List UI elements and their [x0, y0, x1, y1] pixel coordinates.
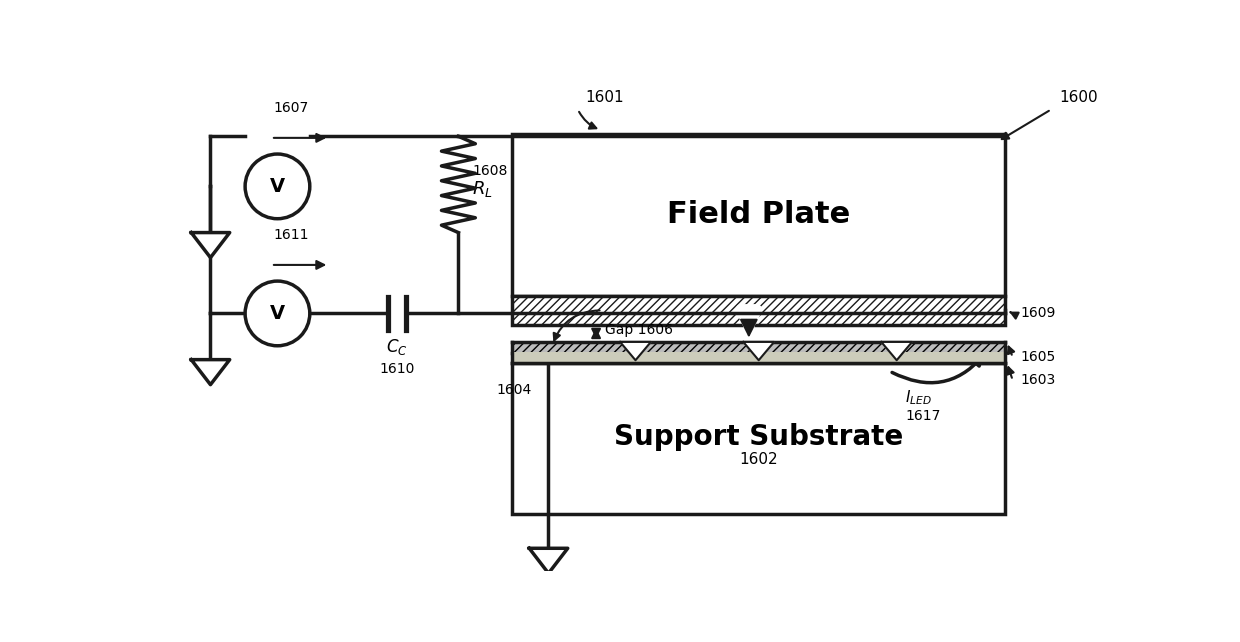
Text: $I_{LED}$: $I_{LED}$ — [905, 388, 932, 407]
Ellipse shape — [246, 281, 310, 346]
Text: 1600: 1600 — [1059, 90, 1097, 105]
Text: Field Plate: Field Plate — [667, 200, 851, 229]
Text: 1603: 1603 — [1021, 374, 1055, 387]
Text: V: V — [270, 304, 285, 323]
Bar — [512, 296, 1006, 325]
Bar — [512, 352, 1006, 363]
Polygon shape — [620, 342, 651, 360]
Text: 1608: 1608 — [472, 164, 507, 178]
Text: Gap 1606: Gap 1606 — [605, 322, 673, 336]
Polygon shape — [743, 342, 774, 360]
Bar — [512, 342, 1006, 352]
Text: 1609: 1609 — [1021, 306, 1056, 320]
Bar — [512, 363, 1006, 514]
Text: 1602: 1602 — [739, 452, 777, 467]
Text: $C_C$: $C_C$ — [386, 337, 408, 357]
Polygon shape — [882, 342, 913, 360]
Text: 1611: 1611 — [274, 228, 309, 242]
Polygon shape — [191, 360, 229, 385]
Text: V: V — [270, 177, 285, 196]
Text: 1607: 1607 — [274, 101, 309, 115]
Bar — [512, 134, 1006, 296]
Text: 1601: 1601 — [585, 90, 624, 105]
Text: Support Substrate: Support Substrate — [614, 422, 903, 451]
Text: 1605: 1605 — [1021, 351, 1055, 364]
Text: $R_L$: $R_L$ — [472, 179, 494, 199]
Text: 1617: 1617 — [905, 409, 940, 423]
Ellipse shape — [246, 154, 310, 219]
Text: 1610: 1610 — [379, 361, 414, 376]
Polygon shape — [529, 548, 568, 573]
Polygon shape — [191, 232, 229, 257]
Text: 1604: 1604 — [497, 383, 532, 397]
